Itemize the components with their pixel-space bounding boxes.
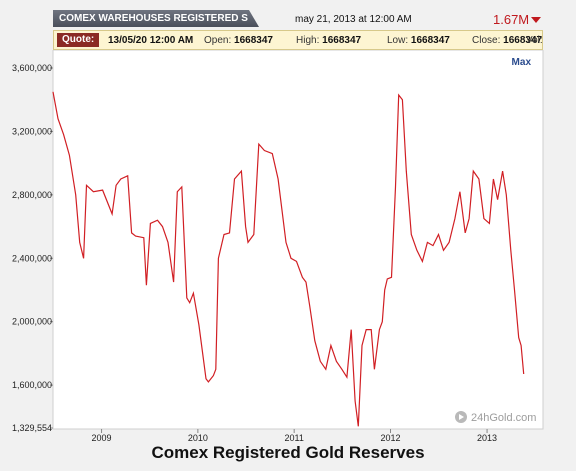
down-arrow-icon xyxy=(531,17,541,23)
watermark: 24hGold.com xyxy=(455,411,536,424)
y-tick-label: 2,400,000 xyxy=(12,253,52,263)
quote-close: Close: 1668347 xyxy=(472,35,542,46)
open-label: Open: xyxy=(204,35,232,46)
watermark-text: 24hGold.com xyxy=(471,412,536,424)
date-label: may 21, 2013 at 12:00 AM xyxy=(295,14,412,25)
low-label: Low: xyxy=(387,35,409,46)
chart-area: 3,600,000 3,200,000 2,800,000 2,400,000 2,00… xyxy=(12,50,544,443)
x-tick-label: 2013 xyxy=(477,433,497,443)
quote-open: Open: 1668347 xyxy=(204,35,273,46)
high-label: High: xyxy=(296,35,320,46)
y-tick-label: 1,329,554 xyxy=(12,423,52,433)
y-tick-label: 3,200,000 xyxy=(12,126,52,136)
high-value: 1668347 xyxy=(322,35,362,46)
x-tick-label: 2010 xyxy=(188,433,208,443)
y-tick-label: 1,600,000 xyxy=(12,380,52,390)
quote-high: High: 1668347 xyxy=(296,35,361,46)
quote-bar: Quote: 13/05/20 12:00 AM Open: 1668347 H… xyxy=(53,30,543,50)
y-tick-label: 2,000,000 xyxy=(12,317,52,327)
x-axis: 2009 2010 2011 2012 2013 xyxy=(92,429,497,443)
quote-vol: Vol: xyxy=(526,35,543,46)
x-tick-label: 2011 xyxy=(284,433,303,443)
close-value: 1668347 xyxy=(503,35,543,46)
open-value: 1668347 xyxy=(234,35,273,46)
y-axis: 3,600,000 3,200,000 2,800,000 2,400,000 2,00… xyxy=(12,63,53,433)
close-label: Close: xyxy=(472,35,501,46)
series-line xyxy=(52,91,525,427)
chart-title-tab[interactable]: COMEX WAREHOUSES REGISTERED S xyxy=(53,10,259,27)
vol-label: Vol: xyxy=(526,35,543,46)
top-bar: COMEX WAREHOUSES REGISTERED S may 21, 20… xyxy=(0,0,576,30)
play-triangle-icon xyxy=(459,414,464,420)
y-tick-label: 3,600,000 xyxy=(12,63,52,73)
footer-title: Comex Registered Gold Reserves xyxy=(151,443,425,462)
x-tick-label: 2012 xyxy=(380,433,400,443)
x-tick-label: 2009 xyxy=(92,433,112,443)
y-tick-label: 2,800,000 xyxy=(12,190,52,200)
quote-low: Low: 1668347 xyxy=(387,35,450,46)
plot-background xyxy=(52,50,544,430)
low-value: 1668347 xyxy=(410,35,450,46)
max-button[interactable]: Max xyxy=(512,57,532,68)
quote-label: Quote: xyxy=(57,33,100,47)
quote-timestamp: 13/05/20 12:00 AM xyxy=(108,35,194,46)
last-value: 1.67M xyxy=(493,12,530,27)
